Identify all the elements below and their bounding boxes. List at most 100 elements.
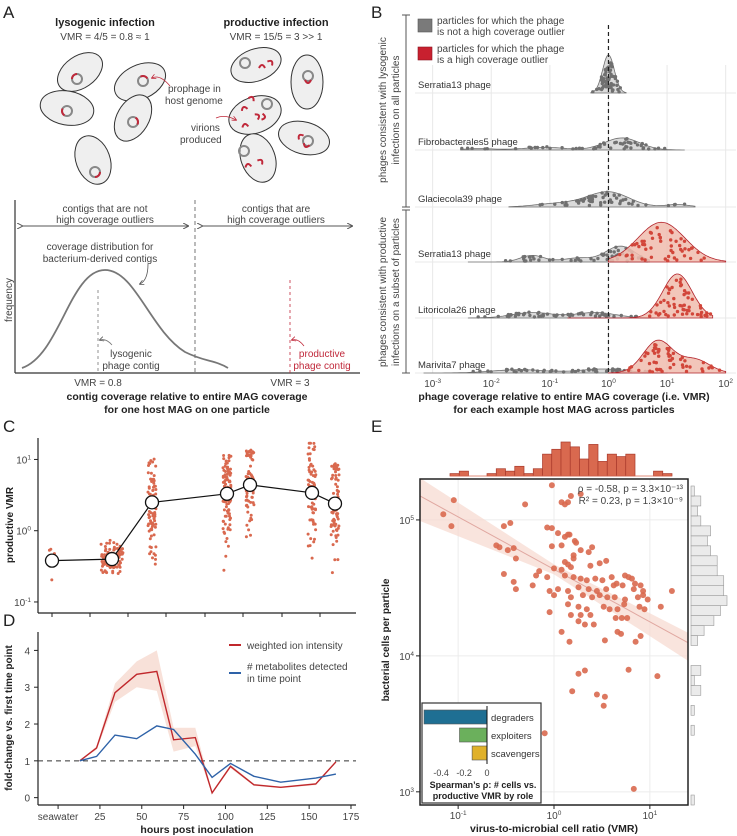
- red-point: [659, 300, 663, 304]
- grey-point: [512, 369, 516, 374]
- vmr-point: [335, 514, 339, 518]
- panel-letter-d: D: [3, 611, 15, 630]
- scatter-point: [567, 564, 574, 571]
- schematic-x-label-1: contig coverage relative to entire MAG c…: [67, 391, 308, 403]
- y-tick-label: 1: [24, 757, 30, 768]
- red-point: [648, 314, 652, 318]
- median-line: [51, 484, 336, 562]
- vmr-point: [337, 467, 341, 471]
- e-points: [440, 482, 675, 792]
- schematic-x-label-2: for one host MAG on one particle: [104, 404, 270, 416]
- vmr-point: [111, 571, 115, 575]
- prophage-label-2: host genome: [165, 96, 223, 107]
- scatter-point: [440, 511, 447, 518]
- vmr-point: [244, 498, 248, 502]
- histogram-bar: [532, 468, 543, 477]
- red-point: [687, 305, 691, 309]
- grey-point: [603, 193, 607, 197]
- virion-icon: [240, 105, 249, 112]
- virion-icon: [267, 59, 274, 66]
- scatter-point: [630, 785, 637, 792]
- grey-point: [489, 370, 493, 374]
- vmr-point: [153, 562, 157, 566]
- grey-point: [631, 199, 636, 203]
- red-point: [670, 356, 675, 361]
- vmr-point: [147, 516, 151, 520]
- vmr-point: [309, 462, 313, 466]
- legend-red-label-1: particles for which the phage: [437, 44, 565, 55]
- vmr-point: [154, 492, 158, 496]
- vmr-point: [336, 517, 340, 521]
- scatter-point: [634, 594, 641, 601]
- vmr-point: [314, 528, 318, 532]
- scatter-point: [654, 673, 661, 680]
- x-tick-label: seawater: [38, 812, 79, 823]
- red-point: [680, 312, 685, 316]
- vmr-point: [312, 522, 316, 526]
- grey-point: [602, 77, 606, 81]
- red-point: [647, 361, 652, 366]
- vmr-point: [118, 570, 122, 573]
- vmr-point: [117, 563, 121, 567]
- ion-intensity-line: [79, 670, 337, 795]
- scatter-point: [587, 562, 594, 569]
- red-point: [689, 246, 694, 250]
- red-point: [674, 239, 678, 243]
- red-point: [669, 248, 673, 253]
- vmr-point: [114, 565, 118, 569]
- prophage-icon: [61, 108, 66, 117]
- grey-point: [573, 258, 577, 263]
- grey-point: [622, 147, 626, 151]
- d-y-label: fold-change vs. first time point: [4, 645, 15, 791]
- scatter-point: [579, 592, 586, 599]
- vmr-point: [147, 461, 151, 465]
- red-point: [670, 230, 674, 235]
- scatter-point: [621, 601, 628, 608]
- grey-point: [569, 258, 573, 263]
- vmr-point: [149, 520, 153, 524]
- vmr-point: [146, 471, 150, 475]
- grey-point: [507, 315, 511, 319]
- scatter-point: [608, 574, 615, 581]
- vmr-point: [330, 571, 334, 575]
- red-point: [708, 312, 713, 316]
- e-annotation-spearman: ρ = -0.58, p = 3.3×10⁻¹³: [578, 484, 684, 495]
- vmr-point: [249, 464, 252, 468]
- vmr-point: [151, 523, 155, 527]
- grey-point: [478, 369, 482, 373]
- grey-point: [509, 313, 513, 317]
- bacterial-cell: [39, 90, 95, 126]
- scatter-point: [583, 577, 590, 584]
- vmr-point: [331, 529, 335, 533]
- panel-d-metabolites: D fold-change vs. first time point hours…: [3, 611, 360, 836]
- red-point: [648, 369, 652, 373]
- vmr-point: [222, 508, 226, 512]
- vmr-point: [247, 528, 251, 532]
- grey-point: [596, 256, 600, 261]
- histogram-bar: [690, 495, 702, 507]
- histogram-bar: [690, 705, 695, 716]
- vmr-point: [151, 477, 155, 481]
- dist-arrow: [140, 263, 149, 284]
- grey-point: [610, 89, 615, 93]
- grey-point: [641, 146, 645, 151]
- vmr-point: [151, 514, 155, 518]
- scatter-point: [565, 588, 571, 594]
- grey-point: [528, 313, 532, 318]
- grey-point: [635, 143, 640, 147]
- scatter-point: [603, 557, 610, 564]
- vmr-point: [229, 483, 233, 487]
- grey-density: [467, 245, 650, 263]
- red-point: [668, 366, 672, 370]
- red-point: [686, 296, 690, 300]
- vmr-point: [336, 533, 340, 537]
- vmr-point: [153, 525, 157, 529]
- red-point: [669, 244, 673, 248]
- red-point: [690, 297, 694, 301]
- grey-point: [610, 200, 614, 204]
- grey-point: [619, 313, 623, 318]
- grey-point: [552, 313, 556, 318]
- red-point: [688, 365, 692, 369]
- scatter-point: [541, 730, 548, 737]
- red-point: [659, 368, 663, 372]
